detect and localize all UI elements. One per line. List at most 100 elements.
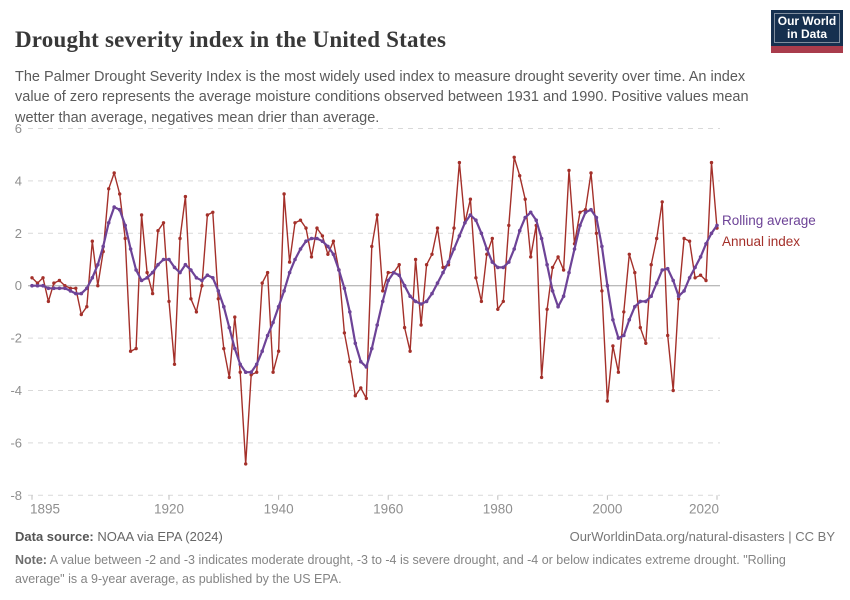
rolling-average-point [238, 362, 242, 367]
legend-label-rolling-average[interactable]: Rolling average [722, 213, 816, 228]
annual-index-point [457, 160, 462, 165]
annual-index-point [594, 231, 599, 235]
annual-index-point [655, 236, 659, 241]
note-value: A value between -2 and -3 indicates mode… [15, 553, 786, 586]
annual-index-point [238, 370, 242, 374]
annual-index-point [419, 323, 423, 327]
y-axis-label: 4 [15, 173, 22, 188]
rolling-average-point [534, 218, 538, 222]
annual-index-point [386, 270, 390, 275]
annual-index-point [249, 373, 253, 377]
annual-index-point [468, 197, 473, 201]
annual-index-point [660, 200, 664, 204]
annual-index-point [682, 236, 686, 241]
x-axis-label: 1895 [30, 501, 60, 516]
rolling-average-point [622, 333, 626, 338]
rolling-average-point [660, 268, 664, 272]
rolling-average-point [260, 349, 265, 354]
annual-index-point [671, 388, 675, 393]
rolling-average-point [715, 223, 719, 228]
annual-index-point [611, 344, 615, 348]
annual-index-point [265, 270, 270, 275]
rolling-average-point [96, 262, 100, 267]
rolling-average-point [68, 289, 73, 293]
annual-index-point [539, 375, 544, 380]
annual-index-point [74, 286, 78, 290]
annual-index-point [649, 263, 653, 267]
rolling-average-point [282, 289, 286, 293]
annual-index-point [216, 297, 220, 301]
rolling-average-point [578, 223, 582, 228]
annual-index-point [616, 370, 621, 374]
rolling-average-point [134, 268, 138, 272]
annual-index-point [666, 333, 670, 338]
annual-index-point [698, 273, 703, 277]
rolling-average-point [424, 299, 429, 304]
rolling-average-point [698, 255, 703, 259]
y-axis-label: 2 [15, 226, 22, 241]
rolling-average-point [233, 346, 237, 351]
annual-index-point [150, 291, 155, 296]
rolling-average-point [682, 289, 686, 293]
rolling-average-point [156, 262, 160, 267]
annual-index-point [402, 325, 407, 330]
annual-index-point [309, 255, 314, 259]
legend-label-annual-index[interactable]: Annual index [722, 234, 801, 249]
annual-index-point [161, 221, 166, 225]
annual-index-point [244, 462, 248, 466]
annual-index-point [512, 155, 516, 159]
annual-index-point [326, 252, 330, 256]
rolling-average-point [539, 236, 544, 241]
annual-index-point [622, 310, 626, 314]
citation-link[interactable]: OurWorldinData.org/natural-disasters | C… [569, 529, 835, 544]
rolling-average-point [693, 265, 697, 270]
rolling-average-point [35, 283, 40, 288]
rolling-average-point [172, 265, 177, 270]
annual-index-point [381, 289, 385, 293]
rolling-average-point [150, 270, 155, 275]
annual-index-point [556, 255, 560, 259]
rolling-average-point [468, 213, 473, 217]
annual-index-point [194, 310, 199, 314]
rolling-average-point [85, 286, 89, 291]
rolling-average-point [293, 257, 297, 262]
data-source-label: Data source: [15, 529, 94, 544]
annual-index-point [57, 278, 62, 283]
annual-index-point [430, 252, 434, 256]
annual-index-point [709, 160, 714, 165]
rolling-average-point [145, 276, 149, 280]
rolling-average-point [676, 294, 681, 299]
annual-index-point [370, 244, 374, 249]
annual-index-point [413, 257, 418, 262]
footer-note: Note: A value between -2 and -3 indicate… [15, 551, 837, 589]
rolling-average-point [545, 262, 549, 267]
owid-logo[interactable]: Our World in Data [771, 10, 843, 53]
rolling-average-point [41, 283, 45, 288]
annual-index-point [501, 299, 505, 304]
annual-index-point [605, 399, 610, 403]
rolling-average-point [490, 260, 495, 264]
annual-index-point [359, 386, 363, 390]
annual-index-point [676, 297, 681, 301]
annual-index-point [233, 315, 237, 319]
rolling-average-point [30, 283, 34, 288]
rolling-average-point [386, 278, 391, 283]
annual-index-point [331, 239, 336, 243]
annual-index-point [85, 305, 89, 309]
rolling-average-point [189, 268, 193, 272]
rolling-average-point [205, 273, 210, 278]
rolling-average-point [370, 346, 374, 351]
rolling-average-point [46, 286, 51, 291]
rolling-average-point [112, 205, 116, 209]
chart-subtitle: The Palmer Drought Severity Index is the… [15, 68, 749, 126]
rolling-average-point [419, 302, 423, 306]
annual-index-point [123, 236, 127, 241]
footer-source-row: Data source: NOAA via EPA (2024) OurWorl… [15, 529, 835, 544]
rolling-average-point [331, 252, 336, 257]
annual-index-point [156, 229, 160, 233]
annual-index-point [183, 194, 188, 199]
rolling-average-point [117, 207, 122, 212]
rolling-average-point [304, 239, 308, 243]
rolling-average-point [309, 236, 314, 241]
